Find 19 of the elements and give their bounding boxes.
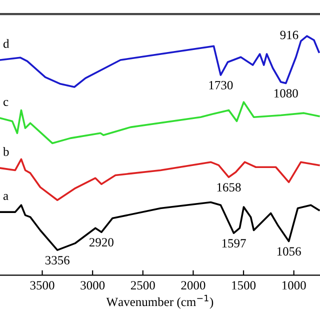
annotation: 2920	[89, 238, 114, 247]
x-tick-label: 1000	[282, 281, 306, 290]
x-tick-label: 1500	[232, 281, 256, 290]
annotation: 3356	[45, 256, 70, 264]
series-label: d	[3, 39, 10, 48]
x-tick-label: 2500	[130, 281, 155, 290]
x-tick-label: 3000	[80, 281, 105, 290]
annotation: 1730	[209, 80, 233, 90]
x-tick-label: 2000	[181, 281, 206, 290]
x-tick-label: 3500	[30, 281, 54, 290]
series-label: a	[3, 194, 8, 200]
annotation: 1597	[222, 239, 246, 248]
series-label: c	[3, 100, 8, 106]
annotation: 1056	[277, 247, 301, 256]
annotation: 916	[280, 30, 298, 40]
series-label: b	[3, 147, 9, 156]
annotation: 1080	[274, 89, 298, 98]
annotation: 1658	[217, 183, 241, 192]
x-axis-title: Wavenumber (cm$^{−1}$)	[106, 294, 214, 309]
